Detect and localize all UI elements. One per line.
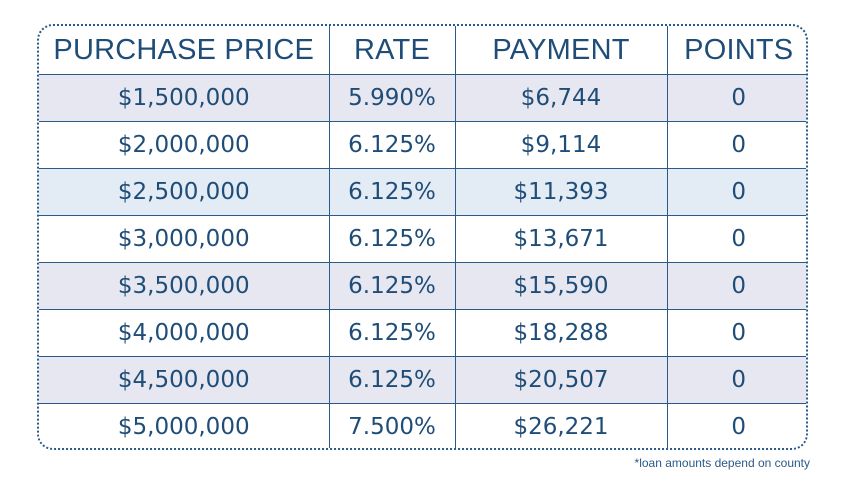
header-rate: RATE — [329, 26, 456, 75]
header-payment: PAYMENT — [455, 26, 668, 75]
cell-rate: 5.990% — [329, 74, 456, 122]
cell-points: 0 — [731, 414, 747, 440]
cell-payment: $20,507 — [455, 356, 668, 404]
rate-table-container: PURCHASE PRICE RATE PAYMENT POINTS $1,50… — [37, 24, 808, 450]
cell-payment: $13,671 — [455, 215, 668, 263]
table-row: $3,500,000 6.125% $15,590 0 — [39, 262, 806, 310]
cell-points: 0 — [667, 356, 806, 404]
cell-purchase-price: $4,000,000 — [39, 309, 330, 357]
table-row: $3,000,000 6.125% $13,671 0 — [39, 215, 806, 263]
cell-payment: $6,744 — [455, 74, 668, 122]
cell-purchase-price: $2,500,000 — [39, 168, 330, 216]
cell-purchase-price: $3,000,000 — [39, 215, 330, 263]
table-row: $2,000,000 6.125% $9,114 0 — [39, 121, 806, 169]
cell-rate: 6.125% — [329, 168, 456, 216]
cell-points: 0 — [667, 74, 806, 122]
cell-rate: 6.125% — [329, 309, 456, 357]
cell-points: 0 — [667, 168, 806, 216]
table-row: $5,000,000 7.500% $26,221 0 — [39, 403, 806, 448]
table-header-row: PURCHASE PRICE RATE PAYMENT POINTS — [39, 26, 806, 75]
cell-payment: $18,288 — [455, 309, 668, 357]
cell-rate: 6.125% — [329, 262, 456, 310]
cell-rate: 7.500% — [329, 403, 456, 448]
cell-rate: 6.125% — [329, 215, 456, 263]
header-purchase-price: PURCHASE PRICE — [39, 26, 330, 75]
table-row: $1,500,000 5.990% $6,744 0 — [39, 74, 806, 122]
cell-payment: $11,393 — [455, 168, 668, 216]
cell-points: 0 — [667, 309, 806, 357]
cell-points: 0 — [667, 121, 806, 169]
cell-purchase-price: $3,500,000 — [39, 262, 330, 310]
cell-purchase-price: $1,500,000 — [39, 74, 330, 122]
cell-purchase-price: $5,000,000 — [39, 403, 330, 448]
cell-payment: $15,590 — [455, 262, 668, 310]
cell-payment: $9,114 — [455, 121, 668, 169]
cell-points: 0 — [667, 262, 806, 310]
header-points: POINTS — [667, 26, 806, 75]
footnote: *loan amounts depend on county — [634, 456, 810, 470]
cell-rate: 6.125% — [329, 121, 456, 169]
cell-points: 0 — [667, 215, 806, 263]
cell-purchase-price: $4,500,000 — [39, 356, 330, 404]
rate-table: PURCHASE PRICE RATE PAYMENT POINTS $1,50… — [39, 26, 806, 448]
table-row: $4,500,000 6.125% $20,507 0 — [39, 356, 806, 404]
cell-payment: $26,221 — [455, 403, 668, 448]
table-row: $2,500,000 6.125% $11,393 0 — [39, 168, 806, 216]
cell-rate: 6.125% — [329, 356, 456, 404]
cell-purchase-price: $2,000,000 — [39, 121, 330, 169]
table-row: $4,000,000 6.125% $18,288 0 — [39, 309, 806, 357]
